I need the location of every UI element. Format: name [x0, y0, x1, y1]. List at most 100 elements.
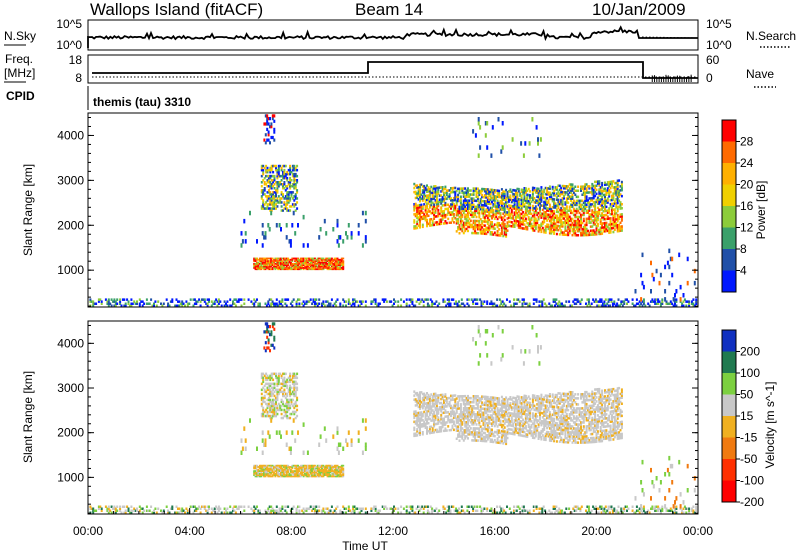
echo-cell	[523, 195, 526, 198]
echo-cell	[482, 208, 485, 211]
echo-cell	[486, 214, 489, 217]
echo-cell	[581, 227, 584, 231]
echo-cell	[570, 223, 573, 227]
echo-cell	[520, 226, 523, 230]
echo-cell	[340, 257, 343, 260]
echo-cell	[275, 168, 277, 172]
echo-cell	[280, 261, 282, 264]
echo-cell	[458, 189, 461, 192]
echo-cell	[260, 475, 263, 478]
echo-cell	[138, 509, 141, 512]
echo-cell	[262, 207, 265, 210]
echo-cell	[638, 304, 641, 307]
echo-cell	[294, 168, 297, 172]
echo-cell	[529, 204, 532, 207]
echo-cell	[584, 187, 587, 190]
echo-cell	[291, 268, 294, 271]
echo-cell	[616, 219, 619, 223]
echo-cell	[264, 466, 267, 468]
echo-cell	[596, 224, 599, 228]
echo-cell	[261, 260, 264, 262]
echo-cell	[611, 210, 613, 214]
echo-cell	[570, 191, 573, 194]
echo-cell	[431, 219, 434, 223]
echo-cell	[606, 197, 609, 200]
echo-cell	[293, 195, 296, 198]
echo-cell	[263, 396, 266, 400]
echo-cell	[589, 199, 592, 202]
echo-cell	[287, 464, 290, 467]
echo-cell	[455, 195, 458, 199]
echo-cell	[695, 298, 698, 301]
echo-cell	[133, 300, 136, 303]
echo-cell	[578, 221, 581, 225]
echo-cell	[555, 216, 558, 220]
echo-cell	[274, 472, 277, 475]
echo-cell	[513, 225, 516, 228]
echo-cell	[585, 219, 588, 223]
echo-cell	[275, 265, 278, 268]
echo-cell	[609, 223, 612, 226]
echo-cell	[609, 190, 612, 194]
echo-cell	[548, 197, 551, 200]
echo-cell	[282, 470, 285, 472]
echo-cell	[315, 260, 318, 262]
echo-cell	[465, 213, 468, 217]
echo-cell	[270, 466, 273, 468]
echo-cell	[500, 216, 503, 219]
echo-cell	[554, 204, 557, 207]
echo-cell	[570, 209, 573, 213]
echo-cell	[275, 191, 277, 194]
echo-cell	[516, 224, 519, 227]
echo-cell	[592, 221, 595, 224]
echo-cell	[550, 222, 553, 225]
echo-cell	[267, 388, 270, 392]
echo-cell	[426, 509, 429, 512]
echo-cell	[445, 213, 448, 217]
echo-cell	[620, 507, 623, 510]
echo-cell	[529, 206, 532, 209]
echo-cell	[507, 200, 510, 203]
echo-cell	[345, 304, 347, 307]
echo-cell	[263, 189, 266, 192]
echo-cell	[522, 192, 525, 196]
echo-cell	[500, 226, 503, 229]
echo-cell	[596, 182, 599, 185]
echo-cell	[349, 302, 352, 305]
echo-cell	[540, 216, 543, 219]
echo-cell	[265, 261, 268, 264]
echo-cell	[239, 298, 242, 301]
echo-cell	[458, 507, 460, 510]
echo-cell	[469, 223, 472, 227]
echo-cell	[203, 507, 206, 510]
echo-cell	[270, 193, 273, 196]
echo-cell	[425, 298, 428, 301]
echo-cell	[611, 182, 613, 185]
echo-cell	[602, 509, 604, 512]
echo-cell	[312, 471, 315, 474]
echo-cell	[304, 509, 306, 512]
echo-cell	[136, 509, 138, 512]
echo-cell	[306, 468, 309, 471]
echo-cell	[267, 257, 270, 260]
echo-cell	[489, 210, 492, 214]
echo-cell	[184, 304, 186, 307]
echo-cell	[563, 221, 565, 224]
echo-cell	[426, 198, 428, 202]
echo-cell	[442, 300, 445, 303]
echo-cell	[604, 189, 606, 193]
echo-cell	[304, 472, 306, 475]
echo-cell	[616, 181, 619, 184]
echo-cell	[277, 181, 280, 184]
echo-cell	[267, 398, 270, 402]
echo-cell	[419, 300, 422, 303]
echo-cell	[232, 507, 234, 510]
echo-cell	[374, 509, 377, 512]
echo-cell	[141, 300, 144, 303]
echo-cell	[599, 230, 602, 234]
echo-cell	[674, 304, 676, 307]
echo-cell	[301, 257, 304, 260]
echo-cell	[276, 181, 279, 184]
echo-cell	[266, 205, 269, 208]
echo-cell	[517, 202, 520, 205]
